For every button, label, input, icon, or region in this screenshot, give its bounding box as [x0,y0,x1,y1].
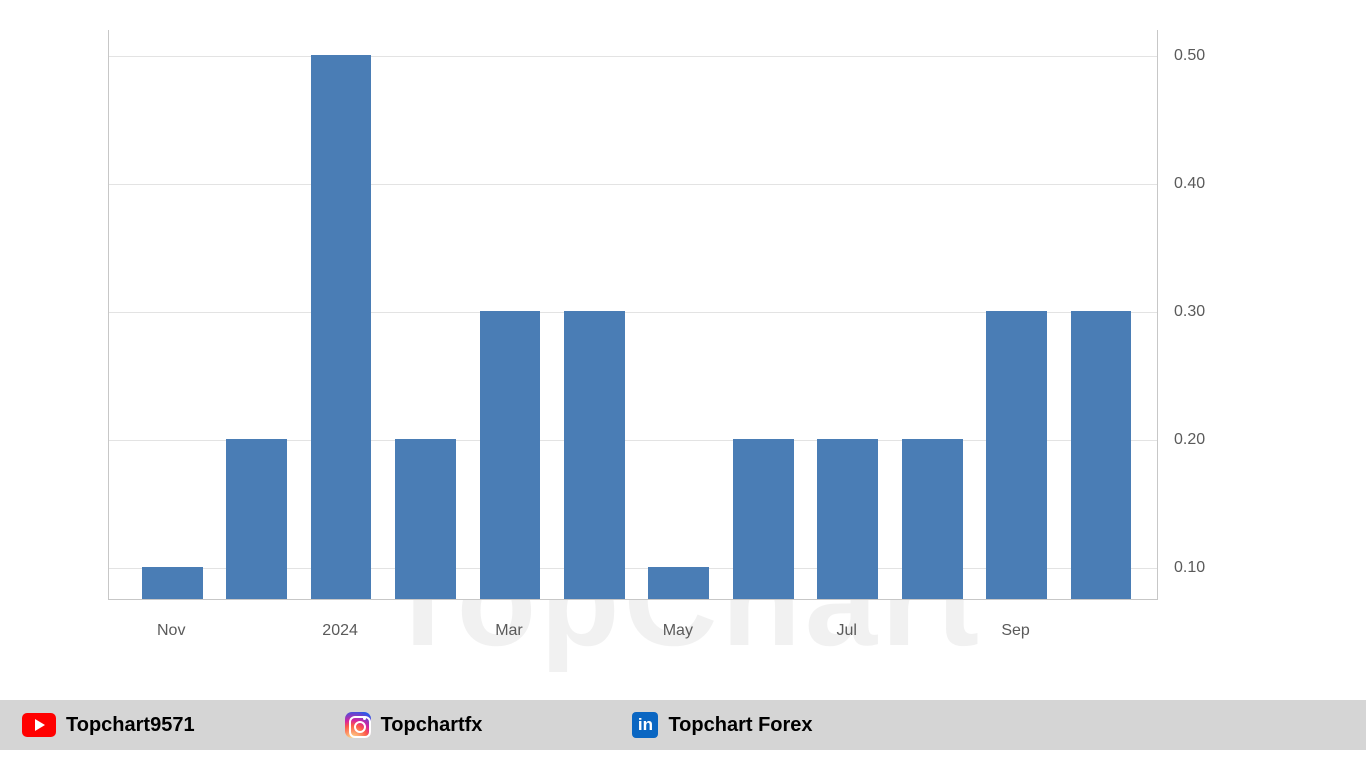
chart-bar [226,439,287,599]
chart-bar [902,439,963,599]
chart-bar [395,439,456,599]
chart-bar [480,311,541,599]
chart-bar [648,567,709,599]
x-tick-label: 2024 [322,622,358,640]
social-footer: Topchart9571 Topchartfx in Topchart Fore… [0,700,1366,750]
chart-bar [311,55,372,599]
instagram-icon [345,712,371,738]
social-youtube[interactable]: Topchart9571 [22,713,195,737]
chart-bar [817,439,878,599]
social-label-linkedin: Topchart Forex [668,714,812,737]
chart-bar [564,311,625,599]
y-tick-label: 0.10 [1174,559,1205,577]
social-linkedin[interactable]: in Topchart Forex [632,712,812,738]
linkedin-icon: in [632,712,658,738]
y-tick-label: 0.30 [1174,303,1205,321]
chart-bar [733,439,794,599]
social-instagram[interactable]: Topchartfx [345,712,483,738]
youtube-icon [22,713,56,737]
chart-bar [986,311,1047,599]
y-tick-label: 0.50 [1174,47,1205,65]
y-tick-label: 0.20 [1174,431,1205,449]
chart-bar [1071,311,1132,599]
social-label-youtube: Topchart9571 [66,714,195,737]
x-tick-label: Jul [836,622,856,640]
y-tick-label: 0.40 [1174,175,1205,193]
chart-gridline [109,184,1157,185]
x-tick-label: Mar [495,622,523,640]
x-tick-label: Nov [157,622,185,640]
chart-gridline [109,56,1157,57]
social-label-instagram: Topchartfx [381,714,483,737]
x-tick-label: May [663,622,693,640]
chart-bar [142,567,203,599]
chart-canvas: TopChart Topchart9571 Topchartfx in Topc… [0,0,1366,768]
chart-plot-area [108,30,1158,600]
x-tick-label: Sep [1001,622,1029,640]
